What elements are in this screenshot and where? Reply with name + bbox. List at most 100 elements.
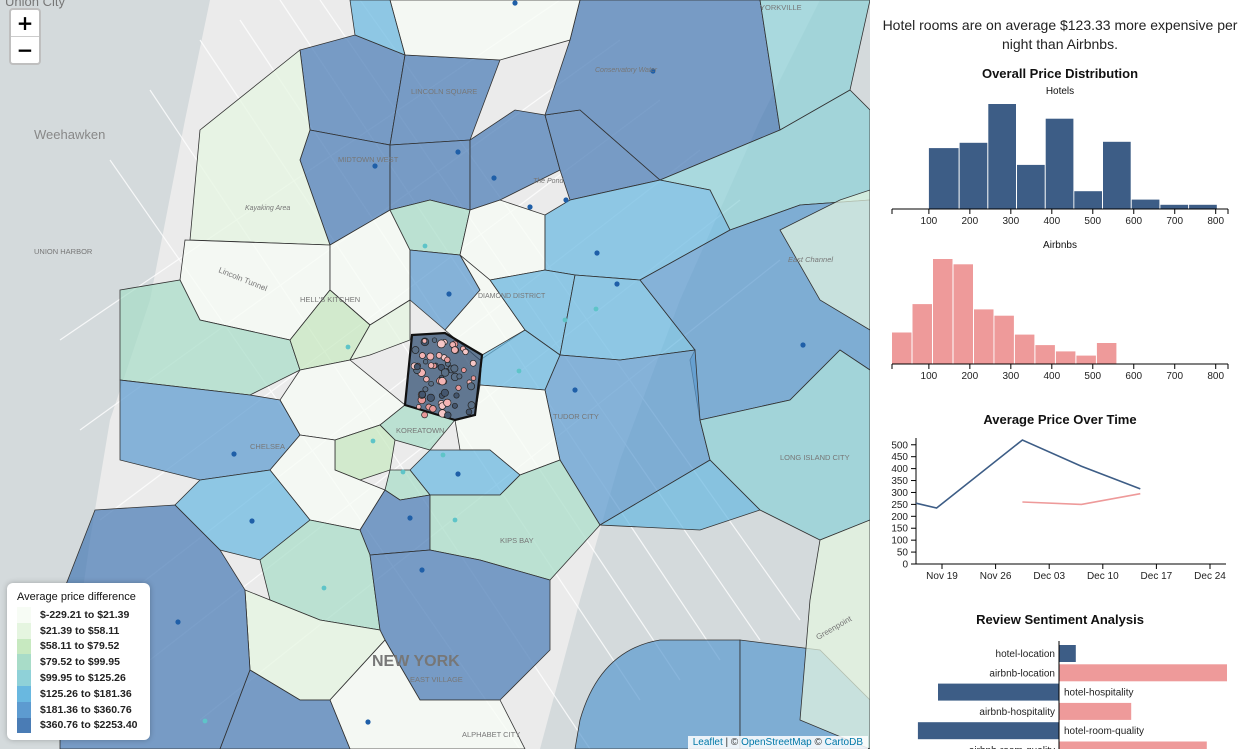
listing-dot — [465, 408, 473, 416]
x-tick-label: 400 — [1043, 371, 1060, 382]
sentiment-bar — [1059, 645, 1076, 662]
y-tick-label: 350 — [891, 476, 908, 487]
carto-link[interactable]: CartoDB — [824, 737, 863, 748]
x-tick-label: 800 — [1207, 216, 1224, 227]
label-yorkville: YORKVILLE — [760, 3, 802, 12]
listing-dot — [416, 404, 422, 410]
cell[interactable] — [598, 459, 761, 531]
hist-bar — [988, 104, 1016, 209]
centroid — [572, 387, 578, 393]
voronoi-cells[interactable] — [59, 0, 870, 749]
cell[interactable] — [349, 0, 406, 56]
leaflet-link[interactable]: Leaflet — [692, 737, 723, 748]
airbnbs-label: Airbnbs — [1043, 240, 1077, 251]
hist-bar — [1055, 351, 1076, 364]
label-hells-kitchen: HELL'S KITCHEN — [300, 295, 360, 304]
listing-dot — [462, 348, 469, 356]
listing-dot — [456, 373, 463, 380]
x-tick-label: Dec 24 — [1194, 571, 1226, 582]
charts-canvas: 100 200 300 400 500 600 700 800 100 200 300 400 500 6… — [891, 104, 1229, 749]
cell[interactable] — [779, 189, 870, 331]
x-tick-label: 300 — [1002, 216, 1019, 227]
listing-dot — [419, 352, 426, 359]
legend-item: $99.95 to $125.26 — [17, 670, 150, 686]
attrib-sep: | © — [722, 737, 742, 748]
hotels-label: Hotels — [1045, 86, 1075, 97]
x-tick-label: 700 — [1166, 216, 1183, 227]
centroid — [365, 719, 371, 725]
hist-bar — [994, 315, 1014, 364]
legend-item: $79.52 to $99.95 — [17, 654, 150, 671]
x-tick-label: 400 — [1043, 216, 1060, 227]
centroid — [614, 281, 620, 287]
listing-dot — [413, 363, 421, 371]
histogram-airbnbs: 100 200 300 400 500 600 700 800 — [891, 259, 1229, 382]
hist-bar — [928, 148, 959, 209]
label-kayaking-area: Kayaking Area — [245, 205, 290, 212]
legend-item: $58.11 to $79.52 — [17, 638, 150, 655]
hist-bar — [933, 259, 953, 364]
legend-label: $125.26 to $181.36 — [40, 687, 132, 700]
legend-label: $360.76 to $2253.40 — [40, 719, 138, 732]
y-tick-label: 0 — [902, 560, 908, 571]
listing-dot — [426, 393, 435, 402]
centroid — [175, 619, 181, 625]
hist-bar — [1103, 141, 1131, 209]
legend-label: $21.39 to $58.11 — [40, 624, 120, 637]
listing-dot — [450, 364, 459, 373]
x-tick-label: 500 — [1084, 216, 1101, 227]
y-tick-label: 200 — [891, 512, 908, 523]
label-tudor-city: TUDOR CITY — [553, 412, 599, 421]
listing-dot — [467, 401, 476, 409]
label-alphabet-city: ALPHABET CITY — [462, 730, 520, 739]
legend-label: $-229.21 to $21.39 — [40, 608, 130, 621]
listing-dot — [421, 411, 428, 419]
centroid — [455, 471, 461, 477]
hist-bar — [1131, 199, 1160, 209]
legend-rows: $-229.21 to $21.39 $21.39 to $58.11 $58.11… — [17, 607, 150, 734]
cell-centroids-light — [202, 243, 599, 724]
cell[interactable] — [299, 34, 406, 146]
legend-swatch — [17, 654, 31, 671]
hist-bar — [953, 264, 973, 365]
centroid — [446, 291, 452, 297]
x-tick-label: 200 — [962, 371, 979, 382]
cell[interactable] — [219, 669, 351, 749]
listing-dot — [451, 402, 458, 409]
cell[interactable] — [799, 519, 870, 749]
legend-item: $-229.21 to $21.39 — [17, 607, 150, 623]
legend-item: $125.26 to $181.36 — [17, 685, 150, 702]
listing-dot — [440, 388, 449, 397]
sentiment-label: hotel-room-quality — [1064, 726, 1144, 737]
listing-dot — [467, 382, 476, 391]
centroid — [249, 518, 255, 524]
hist-bar — [1160, 204, 1189, 209]
listing-dot — [440, 368, 450, 377]
centroid — [594, 250, 600, 256]
cell[interactable] — [329, 289, 411, 361]
listing-dot — [453, 392, 460, 399]
zoom-out-button[interactable]: − — [11, 36, 39, 63]
listing-dot — [451, 346, 459, 354]
osm-link[interactable]: OpenStreetMap — [741, 737, 812, 748]
listing-dot — [427, 362, 435, 369]
sentiment-label: hotel-location — [996, 649, 1055, 660]
listing-dot — [443, 398, 452, 407]
x-tick-label: 100 — [921, 216, 938, 227]
listing-dot — [421, 338, 428, 344]
y-tick-label: 100 — [891, 536, 908, 547]
histogram-hotels: 100 200 300 400 500 600 700 800 — [891, 104, 1229, 227]
sentiment-label: airbnb-location — [989, 668, 1055, 679]
legend-label: $181.36 to $360.76 — [40, 703, 132, 716]
time-title: Average Price Over Time — [983, 412, 1137, 427]
zoom-in-button[interactable]: + — [16, 11, 34, 35]
side-panel: Hotel rooms are on average $123.33 more … — [870, 0, 1250, 749]
sentiment-bar — [1059, 664, 1227, 682]
legend-swatch — [17, 717, 31, 734]
map[interactable]: Union City Weehawken NEW YORK HELL'S KIT… — [0, 0, 870, 749]
hudson-river — [0, 0, 210, 749]
hist-bar — [1076, 355, 1096, 364]
listing-dot — [444, 356, 451, 363]
map-canvas: Union City Weehawken NEW YORK HELL'S KIT… — [0, 0, 870, 749]
hist-bar — [1014, 334, 1035, 364]
